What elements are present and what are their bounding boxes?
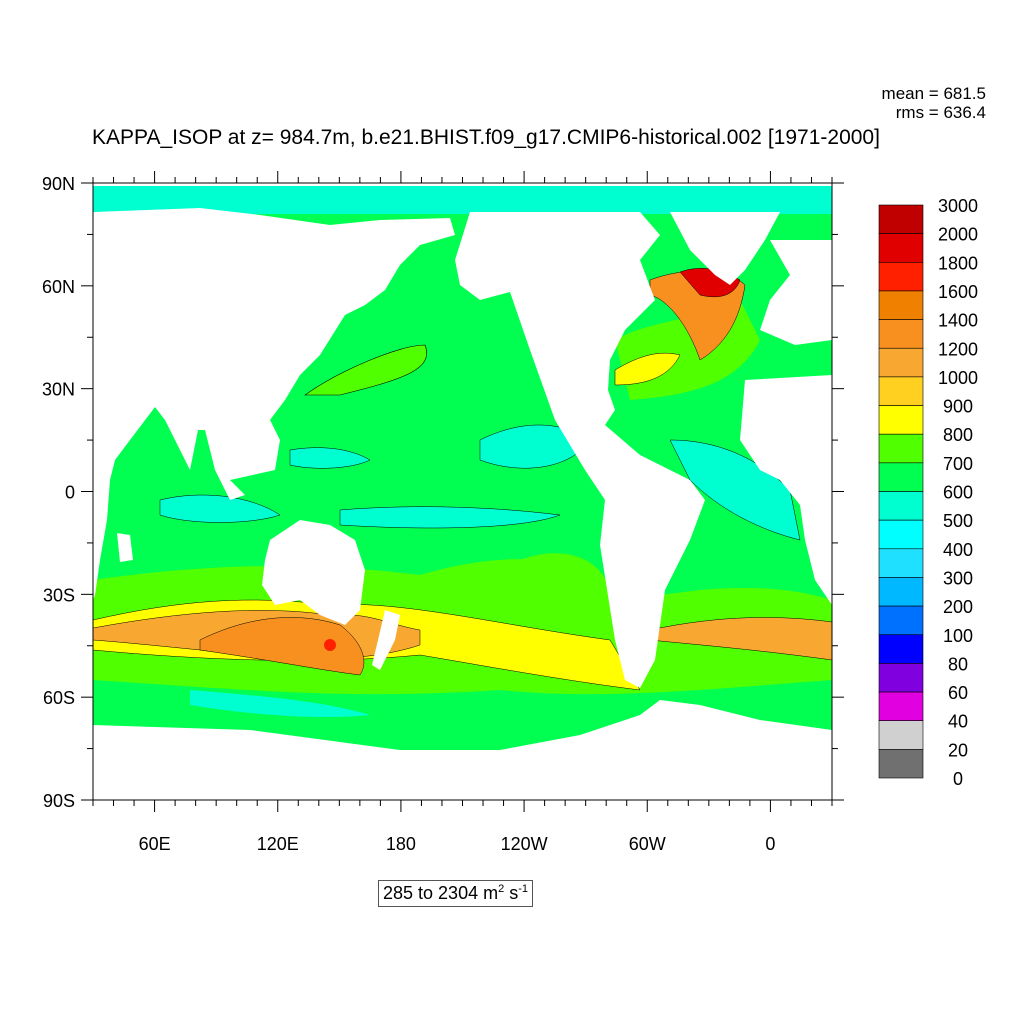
rms-stat: rms = 636.4 — [895, 103, 986, 122]
eq-pacific-500-600 — [339, 506, 561, 529]
colorbar-label: 0 — [953, 769, 963, 789]
colorbar-label: 1200 — [938, 339, 978, 359]
colorbar-label: 1800 — [938, 253, 978, 273]
colorbar-box — [878, 290, 924, 320]
colorbar-label: 100 — [943, 626, 973, 646]
south-pacific-700-800 — [420, 553, 610, 640]
colorbar: 3000200018001600140012001000900800700600… — [878, 196, 978, 789]
colorbar-box — [878, 605, 924, 636]
colorbar-box — [878, 405, 924, 435]
colorbar-box — [878, 233, 924, 263]
eurasia-africa — [93, 208, 455, 600]
south-atlantic-1000-1200 — [649, 617, 832, 661]
x-tick-label: 120E — [257, 834, 299, 854]
x-tick-label: 60W — [629, 834, 666, 854]
africa-west — [740, 375, 832, 605]
colorbar-label: 3000 — [938, 196, 978, 216]
australia — [262, 520, 365, 625]
antarctica — [93, 700, 832, 800]
acc-1200-1400 — [199, 617, 365, 676]
y-tick-label: 60N — [42, 277, 75, 297]
y-tick-label: 30S — [43, 585, 75, 605]
plot-period: [1971-2000] — [767, 126, 880, 149]
x-tick-label: 180 — [386, 834, 416, 854]
colorbar-label: 40 — [948, 712, 968, 732]
colorbar-label: 800 — [943, 425, 973, 445]
indian-500-600 — [159, 494, 281, 523]
y-tick-label: 60S — [43, 688, 75, 708]
x-tick-label: 0 — [765, 834, 775, 854]
atlantic-500-600 — [669, 439, 801, 541]
americas — [455, 212, 705, 688]
tasman-1800-2000 — [324, 639, 336, 651]
colorbar-box — [878, 347, 924, 378]
colorbar-label: 200 — [943, 597, 973, 617]
colorbar-label: 20 — [948, 740, 968, 760]
colorbar-box — [878, 462, 924, 492]
mean-stat: mean = 681.5 — [881, 84, 986, 103]
north-pacific-700-800 — [304, 344, 427, 396]
colorbar-label: 80 — [948, 654, 968, 674]
y-tick-label: 0 — [65, 483, 75, 503]
y-tick-label: 90S — [43, 791, 75, 811]
axis-tick-labels: 60E 120E 180 120W 60W 0 90N 60N 30N 0 30S 60S 90S — [42, 174, 775, 854]
units-exp1: 2 — [498, 883, 505, 895]
colorbar-box — [878, 433, 924, 464]
colorbar-label: 700 — [943, 454, 973, 474]
colorbar-label: 300 — [943, 568, 973, 588]
units-exp2: -1 — [518, 883, 529, 895]
axis-ticks — [81, 171, 844, 812]
greenland — [670, 212, 780, 285]
europe — [760, 240, 832, 345]
colorbar-box — [878, 204, 924, 234]
arctic-500-600 — [93, 186, 832, 214]
colorbar-label: 600 — [943, 483, 973, 503]
units-range: 285 to 2304 m — [383, 883, 499, 903]
y-tick-label: 90N — [42, 174, 75, 194]
colorbar-label: 500 — [943, 511, 973, 531]
gulf-stream-800-900 — [614, 352, 681, 386]
wpac-500-600 — [289, 447, 371, 469]
colorbar-box — [878, 663, 924, 693]
madagascar — [117, 533, 133, 562]
units-label: 285 to 2304 m2 s-1 — [378, 880, 534, 907]
title-row: KAPPA_ISOP at z= 984.7m, b.e21.BHIST.f09… — [92, 126, 880, 150]
colorbar-label: 1000 — [938, 368, 978, 388]
colorbar-box — [878, 519, 924, 550]
antarctic-500-600 — [190, 690, 370, 717]
plot-title: KAPPA_ISOP at z= 984.7m, b.e21.BHIST.f09… — [92, 126, 762, 149]
colorbar-box — [878, 376, 924, 406]
colorbar-label: 1600 — [938, 282, 978, 302]
x-tick-label: 120W — [501, 834, 548, 854]
colorbar-label: 60 — [948, 683, 968, 703]
colorbar-box — [878, 691, 924, 721]
x-tick-label: 60E — [139, 834, 171, 854]
colorbar-box — [878, 319, 924, 349]
new-zealand — [372, 610, 400, 670]
colorbar-label: 400 — [943, 540, 973, 560]
colorbar-label: 2000 — [938, 225, 978, 245]
colorbar-box — [878, 491, 924, 521]
map-field — [93, 183, 832, 800]
y-tick-label: 30N — [42, 380, 75, 400]
colorbar-box — [878, 749, 924, 779]
colorbar-label: 900 — [943, 397, 973, 417]
colorbar-box — [878, 720, 924, 750]
land — [93, 208, 832, 800]
colorbar-label: 1400 — [938, 311, 978, 331]
units-mid: s — [504, 883, 519, 903]
colorbar-box — [878, 548, 924, 578]
colorbar-box — [878, 261, 924, 292]
colorbar-box — [878, 577, 924, 607]
colorbar-box — [878, 634, 924, 664]
